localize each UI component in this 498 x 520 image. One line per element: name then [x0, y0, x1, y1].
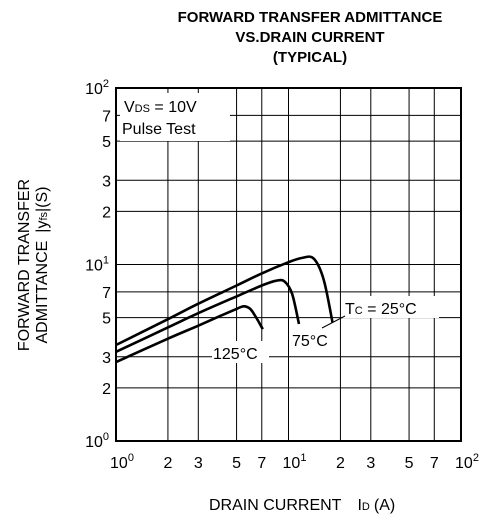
x-tick-label: 2 — [163, 455, 172, 472]
y-tick-label: 102 — [85, 78, 109, 98]
series-curves — [115, 255, 334, 364]
chart-title-line3: (TYPICAL) — [273, 49, 347, 66]
y-tick-label: 100 — [85, 431, 109, 451]
y-tick-label: 101 — [85, 255, 109, 275]
label-bg-25 — [342, 296, 439, 318]
y-axis-label: FORWARD TRANSFER ADMITTANCE|yfs|(S) — [16, 179, 51, 351]
y-tick-label: 5 — [102, 134, 111, 151]
x-tick-label: 7 — [430, 455, 439, 472]
chart-title-line1: FORWARD TRANSFER ADMITTANCE — [178, 9, 443, 26]
series-label-75c: 75°C — [292, 333, 328, 350]
chart-title-line2: VS.DRAIN CURRENT — [235, 29, 384, 46]
vds-condition: VDS = 10V — [124, 99, 197, 116]
y-axis-label-line2: ADMITTANCE|yfs|(S) — [34, 186, 51, 343]
y-tick-label: 3 — [102, 350, 111, 367]
series-line-25°C — [115, 255, 334, 347]
x-tick-label: 7 — [257, 455, 266, 472]
y-tick-label: 7 — [102, 108, 111, 125]
series-label-25c: TC = 25°C — [345, 301, 417, 318]
leader-line-25 — [321, 315, 346, 329]
y-tick-label: 2 — [102, 204, 111, 221]
label-bg-125 — [212, 341, 269, 363]
x-tick-label: 3 — [366, 455, 375, 472]
x-tick-label: 5 — [232, 455, 241, 472]
y-tick-label: 2 — [102, 381, 111, 398]
x-tick-label: 100 — [110, 452, 134, 472]
y-axis-label-line1: FORWARD TRANSFER — [16, 179, 33, 351]
plot-frame — [115, 87, 462, 442]
series-line-125°C — [115, 305, 264, 364]
label-bg-75 — [291, 328, 339, 350]
x-axis-label: DRAIN CURRENT ID (A) — [209, 497, 395, 514]
y-tick-label: 5 — [102, 311, 111, 328]
x-tick-label: 3 — [194, 455, 203, 472]
series-line-75°C — [115, 278, 301, 353]
series-label-125c: 125°C — [213, 346, 258, 363]
conditions-box — [120, 93, 230, 141]
x-tick-label: 5 — [405, 455, 414, 472]
y-tick-label: 3 — [102, 173, 111, 190]
x-tick-label: 101 — [283, 452, 307, 472]
x-tick-label: 2 — [336, 455, 345, 472]
pulse-test-label: Pulse Test — [122, 121, 196, 138]
grid-lines — [116, 88, 461, 441]
x-tick-label: 102 — [455, 452, 479, 472]
y-tick-label: 7 — [102, 285, 111, 302]
